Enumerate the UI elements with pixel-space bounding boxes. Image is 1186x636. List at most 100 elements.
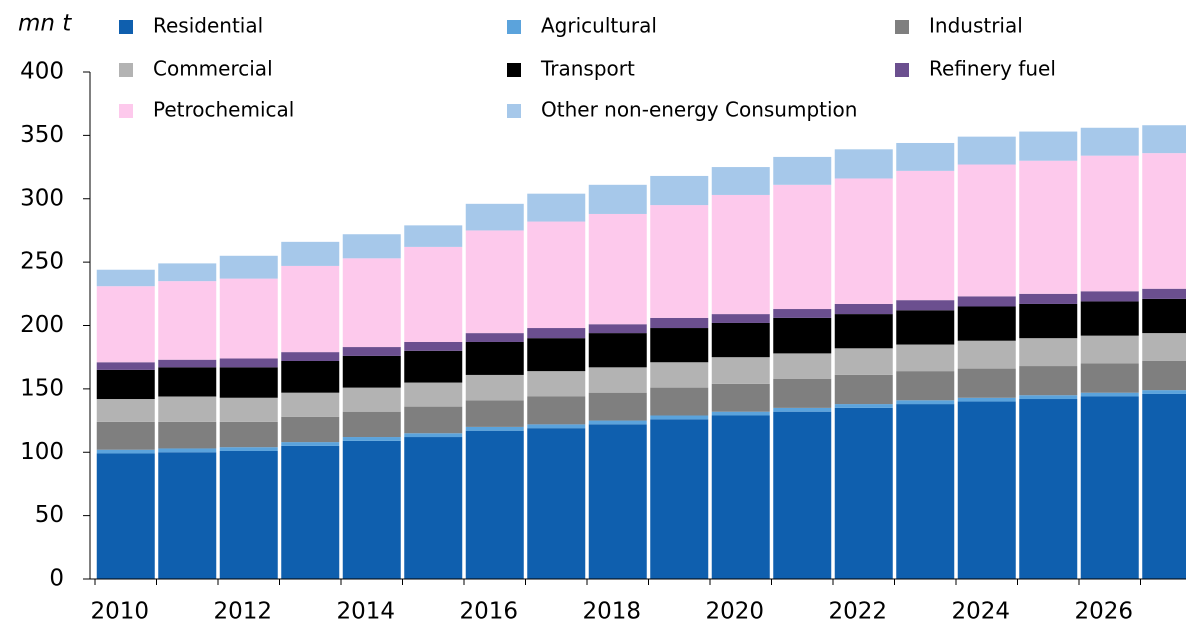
bar-segment: [404, 437, 463, 579]
bar-segment: [527, 221, 586, 329]
bar-segment: [465, 203, 524, 231]
bar-segment: [158, 396, 217, 422]
bar-segment: [1019, 293, 1078, 304]
bar-segment: [158, 448, 217, 453]
bar-segment: [957, 397, 1016, 402]
bar-segment: [588, 184, 647, 214]
bar-segment: [588, 324, 647, 334]
bar-segment: [711, 314, 770, 323]
y-tick-label: 250: [20, 249, 64, 275]
bar-segment: [404, 350, 463, 383]
bar-segment: [711, 415, 770, 579]
bar-segment: [527, 338, 586, 372]
legend-swatch: [119, 104, 133, 118]
legend-label: Commercial: [153, 57, 273, 81]
x-tick-label: 2018: [582, 599, 641, 625]
bar-segment: [404, 225, 463, 247]
bar-segment: [650, 387, 709, 416]
bar-segment: [834, 407, 893, 579]
bar-segment: [219, 367, 278, 398]
bar-segment: [1019, 303, 1078, 339]
bar-segment: [773, 378, 832, 408]
bar-segment: [96, 369, 155, 400]
bar-segment: [404, 341, 463, 351]
bar-segment: [834, 303, 893, 315]
bar-segment: [650, 205, 709, 318]
bar-segment: [158, 281, 217, 360]
bar-segment: [588, 392, 647, 421]
bar-segment: [834, 374, 893, 405]
bar-segment: [404, 382, 463, 407]
bar-segment: [404, 246, 463, 342]
y-tick-label: 400: [20, 59, 64, 85]
bar-segment: [96, 453, 155, 579]
bar-segment: [1080, 392, 1139, 397]
bar-segment: [219, 358, 278, 368]
bar-segment: [158, 263, 217, 282]
legend-label: Other non-energy Consumption: [541, 98, 857, 122]
legend-label: Residential: [153, 14, 263, 38]
legend-label: Refinery fuel: [929, 57, 1056, 81]
bar-segment: [1019, 399, 1078, 579]
bar-segment: [1142, 333, 1186, 361]
bar-segment: [1142, 288, 1186, 299]
bar-segment: [96, 286, 155, 363]
bar-segment: [96, 399, 155, 422]
x-tick-label: 2014: [336, 599, 395, 625]
bar-segment: [1019, 160, 1078, 294]
y-tick-label: 350: [20, 122, 64, 148]
bar-segment: [404, 433, 463, 438]
bar-segment: [219, 397, 278, 422]
bar-segment: [896, 310, 955, 345]
bar-segment: [1080, 301, 1139, 336]
bar-segment: [96, 449, 155, 454]
bar-segment: [588, 424, 647, 579]
bar-segment: [650, 328, 709, 363]
bar-segment: [834, 149, 893, 179]
bar-segment: [342, 411, 401, 438]
bar-segment: [1142, 393, 1186, 579]
bar-segment: [834, 314, 893, 349]
y-tick-label: 150: [20, 375, 64, 401]
bar-segment: [957, 368, 1016, 398]
bar-segment: [588, 213, 647, 325]
bar-segment: [588, 333, 647, 368]
bar-segment: [1080, 363, 1139, 393]
bar-segment: [342, 258, 401, 348]
x-tick-label: 2020: [705, 599, 764, 625]
bar-segment: [711, 411, 770, 416]
legend-swatch: [895, 63, 909, 77]
bar-segment: [773, 184, 832, 310]
y-tick-label: 0: [49, 566, 64, 592]
bar-segment: [834, 178, 893, 304]
y-tick-label: 300: [20, 185, 64, 211]
bar-segment: [281, 392, 340, 417]
y-axis-label: mn t: [18, 11, 72, 37]
x-tick-label: 2012: [213, 599, 272, 625]
bar-segment: [1019, 131, 1078, 161]
bar-segment: [957, 136, 1016, 165]
bar-segment: [527, 371, 586, 397]
legend-swatch: [895, 20, 909, 34]
bar-segment: [342, 387, 401, 412]
bar-segment: [588, 420, 647, 425]
bar-segment: [1080, 291, 1139, 302]
bar-segment: [281, 416, 340, 443]
bar-segment: [219, 278, 278, 359]
bar-segment: [342, 234, 401, 259]
bar-segment: [281, 352, 340, 361]
x-tick-label: 2022: [828, 599, 887, 625]
bar-segment: [465, 374, 524, 401]
bar-segment: [711, 194, 770, 315]
x-tick-label: 2026: [1074, 599, 1133, 625]
bar-segment: [834, 404, 893, 408]
bar-segment: [650, 362, 709, 388]
x-tick-label: 2016: [459, 599, 518, 625]
bar-segment: [465, 333, 524, 342]
bar-segment: [1019, 366, 1078, 396]
bar-segment: [588, 367, 647, 393]
legend-swatch: [507, 20, 521, 34]
bar-segment: [896, 170, 955, 301]
